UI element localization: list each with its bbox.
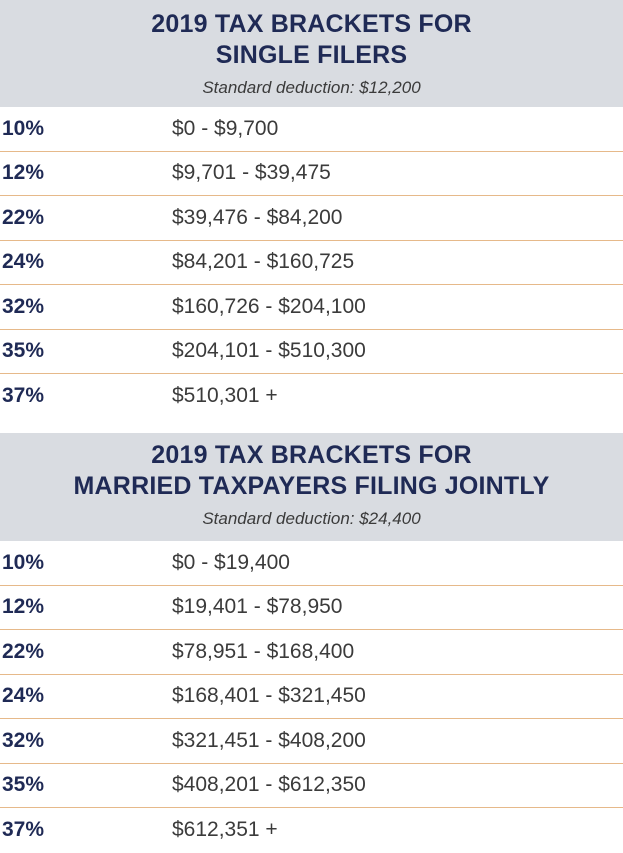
tax-rate: 12% xyxy=(2,595,45,619)
table-row: 12% $19,401 - $78,950 xyxy=(0,586,623,630)
section-title: 2019 TAX BRACKETS FOR SINGLE FILERS xyxy=(0,9,623,71)
income-range: $84,201 - $160,725 xyxy=(172,250,355,274)
table-row: 37% $510,301 + xyxy=(0,374,623,419)
tax-rate: 37% xyxy=(2,818,45,842)
table-row: 10% $0 - $9,700 xyxy=(0,107,623,152)
section-title-line2: SINGLE FILERS xyxy=(215,41,408,69)
bracket-table: 10% $0 - $19,400 12% $19,401 - $78,950 2… xyxy=(0,541,623,842)
table-row: 12% $9,701 - $39,475 xyxy=(0,152,623,196)
standard-deduction: Standard deduction: $24,400 xyxy=(202,509,421,528)
tax-rate: 37% xyxy=(2,384,45,408)
income-range: $0 - $9,700 xyxy=(172,116,279,140)
tax-rate: 12% xyxy=(2,161,45,185)
table-row: 32% $321,451 - $408,200 xyxy=(0,719,623,764)
income-range: $168,401 - $321,450 xyxy=(172,684,366,708)
tax-rate: 32% xyxy=(2,728,45,752)
section-title-line2: MARRIED TAXPAYERS FILING JOINTLY xyxy=(73,472,550,500)
bracket-table: 10% $0 - $9,700 12% $9,701 - $39,475 22%… xyxy=(0,107,623,433)
section-title: 2019 TAX BRACKETS FOR MARRIED TAXPAYERS … xyxy=(0,440,623,502)
table-row: 37% $612,351 + xyxy=(0,808,623,853)
income-range: $510,301 + xyxy=(172,384,278,408)
income-range: $9,701 - $39,475 xyxy=(172,161,331,185)
table-row: 24% $168,401 - $321,450 xyxy=(0,675,623,719)
tax-rate: 24% xyxy=(2,684,45,708)
section-header: 2019 TAX BRACKETS FOR SINGLE FILERS Stan… xyxy=(0,0,623,107)
income-range: $612,351 + xyxy=(172,818,278,842)
income-range: $0 - $19,400 xyxy=(172,550,290,574)
table-row: 35% $204,101 - $510,300 xyxy=(0,330,623,374)
income-range: $160,726 - $204,100 xyxy=(172,294,366,318)
table-row: 24% $84,201 - $160,725 xyxy=(0,241,623,285)
table-row: 32% $160,726 - $204,100 xyxy=(0,285,623,330)
income-range: $321,451 - $408,200 xyxy=(172,728,366,752)
tax-rate: 35% xyxy=(2,339,45,363)
income-range: $78,951 - $168,400 xyxy=(172,639,355,663)
tax-rate: 22% xyxy=(2,205,45,229)
table-row: 10% $0 - $19,400 xyxy=(0,541,623,586)
tax-rate: 35% xyxy=(2,773,45,797)
married-filing-jointly-section: 2019 TAX BRACKETS FOR MARRIED TAXPAYERS … xyxy=(0,433,623,842)
section-title-line1: 2019 TAX BRACKETS FOR xyxy=(151,441,472,469)
single-filers-section: 2019 TAX BRACKETS FOR SINGLE FILERS Stan… xyxy=(0,0,623,433)
standard-deduction: Standard deduction: $12,200 xyxy=(202,78,421,97)
income-range: $408,201 - $612,350 xyxy=(172,773,366,797)
tax-rate: 32% xyxy=(2,294,45,318)
tax-rate: 10% xyxy=(2,116,45,140)
income-range: $19,401 - $78,950 xyxy=(172,595,343,619)
income-range: $204,101 - $510,300 xyxy=(172,339,366,363)
section-header: 2019 TAX BRACKETS FOR MARRIED TAXPAYERS … xyxy=(0,433,623,541)
table-row: 22% $39,476 - $84,200 xyxy=(0,196,623,241)
section-title-line1: 2019 TAX BRACKETS FOR xyxy=(151,10,472,38)
table-row: 22% $78,951 - $168,400 xyxy=(0,630,623,675)
tax-rate: 22% xyxy=(2,639,45,663)
table-row: 35% $408,201 - $612,350 xyxy=(0,764,623,808)
income-range: $39,476 - $84,200 xyxy=(172,205,343,229)
tax-rate: 24% xyxy=(2,250,45,274)
tax-rate: 10% xyxy=(2,550,45,574)
